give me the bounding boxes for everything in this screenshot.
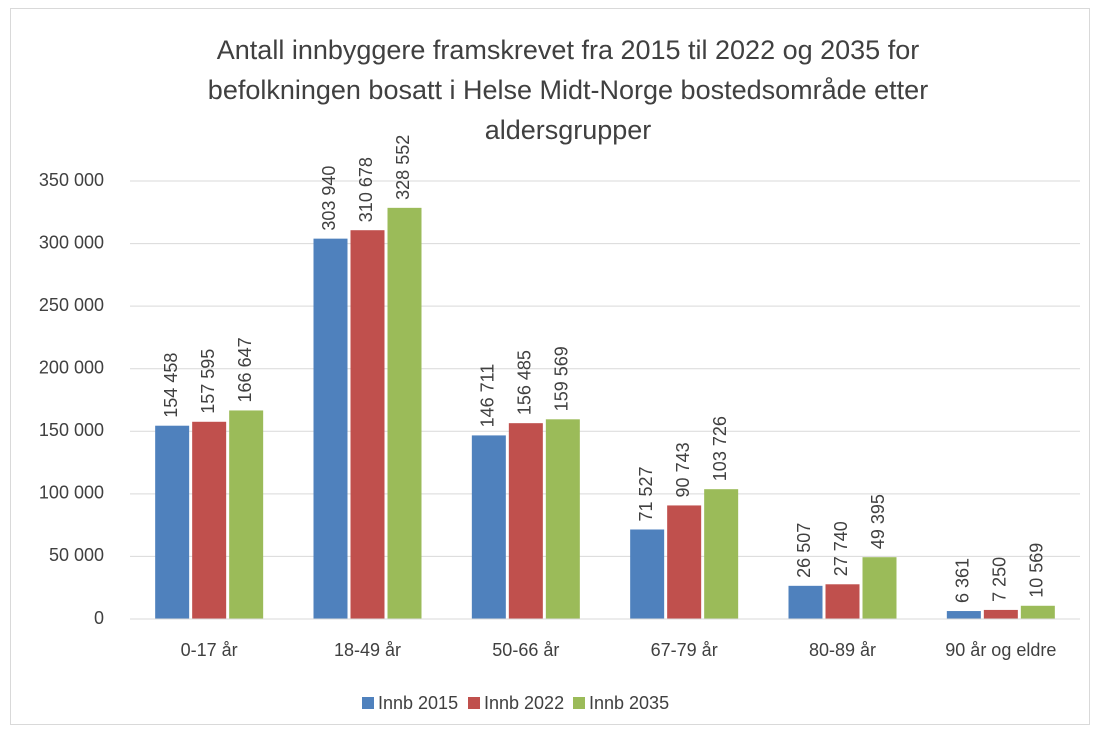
x-tick-label: 80-89 år [809, 640, 876, 660]
data-label: 7 250 [990, 557, 1010, 602]
data-label: 49 395 [868, 494, 888, 549]
legend-swatch [468, 697, 480, 709]
data-label: 103 726 [710, 416, 730, 481]
bar [946, 611, 981, 619]
bar [229, 410, 264, 619]
data-label: 90 743 [673, 442, 693, 497]
x-tick-label: 18-49 år [334, 640, 401, 660]
y-tick-label: 150 000 [39, 420, 104, 440]
data-label: 27 740 [831, 521, 851, 576]
bar [192, 421, 227, 619]
data-label: 10 569 [1027, 543, 1047, 598]
data-label: 303 940 [319, 166, 339, 231]
y-tick-label: 300 000 [39, 232, 104, 252]
chart-title: befolkningen bosatt i Helse Midt-Norge b… [208, 75, 928, 105]
bar [825, 584, 860, 619]
bar [471, 435, 506, 619]
x-tick-label: 67-79 år [651, 640, 718, 660]
bar [350, 230, 385, 619]
bar [313, 238, 348, 619]
y-tick-label: 350 000 [39, 170, 104, 190]
data-label: 26 507 [794, 523, 814, 578]
bar [1020, 605, 1055, 619]
data-label: 146 711 [478, 364, 498, 428]
data-label: 159 569 [552, 346, 572, 411]
bar [788, 585, 823, 619]
data-label: 156 485 [515, 350, 535, 415]
y-tick-label: 0 [94, 608, 104, 628]
data-label: 154 458 [161, 353, 181, 418]
x-tick-label: 50-66 år [492, 640, 559, 660]
bar [667, 505, 702, 619]
bar [155, 425, 190, 619]
data-label: 6 361 [953, 558, 973, 603]
bar [983, 609, 1018, 619]
y-tick-label: 100 000 [39, 483, 104, 503]
x-tick-label: 90 år og eldre [945, 640, 1056, 660]
bar [508, 423, 543, 619]
x-tick-label: 0-17 år [181, 640, 238, 660]
data-label: 157 595 [198, 349, 218, 414]
bar [862, 557, 897, 619]
legend-swatch [573, 697, 585, 709]
data-label: 166 647 [235, 337, 255, 402]
chart-title: aldersgrupper [485, 115, 652, 145]
data-label: 310 678 [356, 157, 376, 222]
legend-label: Innb 2015 [378, 693, 458, 713]
legend-label: Innb 2035 [589, 693, 669, 713]
y-tick-label: 50 000 [49, 545, 104, 565]
chart-title: Antall innbyggere framskrevet fra 2015 t… [217, 35, 919, 65]
y-tick-label: 250 000 [39, 295, 104, 315]
data-label: 71 527 [636, 466, 656, 521]
data-label: 328 552 [393, 135, 413, 200]
legend-label: Innb 2022 [484, 693, 564, 713]
bar [704, 489, 739, 619]
y-tick-label: 200 000 [39, 357, 104, 377]
legend-swatch [362, 697, 374, 709]
bar [545, 419, 580, 619]
bar [387, 207, 422, 619]
bar [630, 529, 665, 619]
